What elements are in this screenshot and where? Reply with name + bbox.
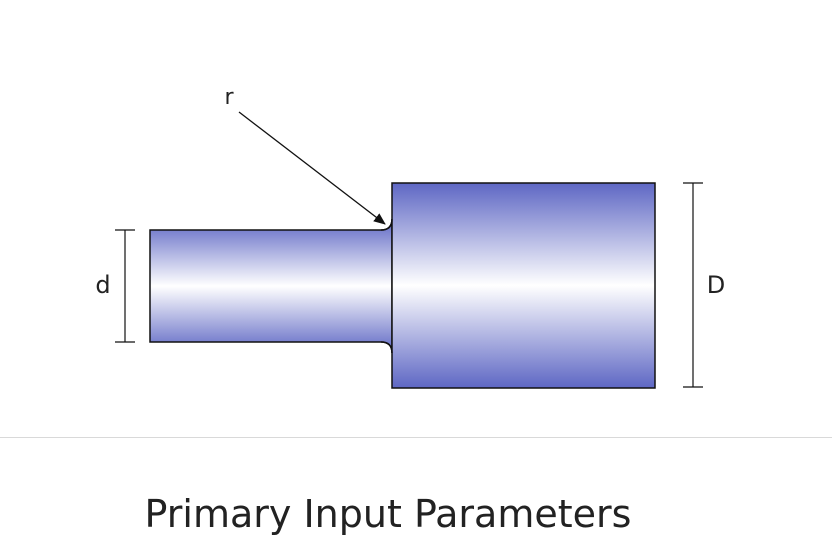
stepped-shaft-diagram: d D r — [95, 85, 725, 389]
section-divider — [0, 437, 832, 438]
large-shaft-section — [391, 182, 656, 389]
fillet-bottom — [380, 341, 393, 354]
fillet-radius-leader — [238, 111, 386, 225]
large-diameter-label: D — [707, 271, 725, 299]
large-diameter-dimension — [683, 182, 703, 388]
small-diameter-dimension — [115, 229, 135, 343]
fillet-top — [380, 218, 393, 231]
fillet-radius-label: r — [224, 85, 234, 110]
section-title: Primary Input Parameters — [144, 492, 632, 536]
small-diameter-label: d — [95, 271, 110, 299]
small-shaft-section — [149, 218, 393, 354]
